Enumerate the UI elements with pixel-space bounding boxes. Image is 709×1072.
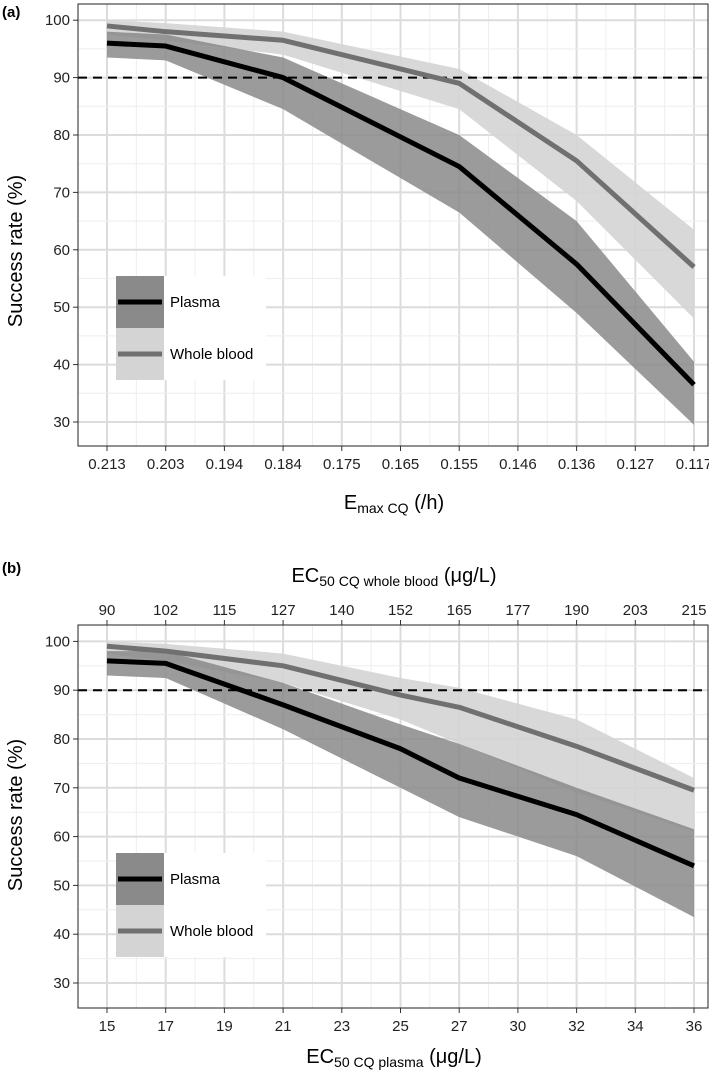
panel-a-y-axis-label: Success rate (%) [5,175,27,327]
top-tick-label: 90 [99,602,116,619]
legend-label: Whole blood [170,923,253,940]
top-tick-label: 215 [681,602,706,619]
x-tick-label: 34 [627,1018,644,1035]
panel-a-legend: Plasma Whole blood [116,276,266,380]
x-tick-label: 0.184 [264,456,302,473]
band-plasma [107,651,694,918]
y-tick-label: 80 [53,127,70,144]
legend-label: Whole blood [170,346,253,363]
top-tick-label: 165 [447,602,472,619]
x-tick-label: 0.117 [676,456,709,473]
panel-b-plot-border [77,624,709,1009]
panel-a-x-title-unit: (/h) [409,492,445,514]
panel-a-x-title-main: E [344,492,357,514]
x-tick-label: 15 [99,1018,116,1035]
panel-b-y-axis-title: Success rate (%) [5,739,27,891]
top-tick-label: 177 [505,602,530,619]
top-tick-label: 190 [564,602,589,619]
y-tick-label: 30 [53,414,70,431]
x-tick-label: 0.155 [440,456,478,473]
panel-a-x-title-sub: max CQ [357,500,408,516]
x-tick-label: 0.203 [147,456,185,473]
top-tick-label: 115 [212,602,236,619]
x-tick-label: 0.194 [206,456,244,473]
line-plasma [106,40,696,387]
y-tick-label: 70 [53,780,70,797]
band-plasma [107,31,694,425]
panel-a-y-ticks: 30 40 50 60 70 80 90 100 [45,12,78,431]
y-tick-label: 90 [53,682,70,699]
y-tick-label: 100 [45,12,70,29]
y-tick-label: 50 [53,877,70,894]
panel-b-x-axis-title: EC50 CQ plasma (μg/L) [306,1046,481,1070]
panel-b-legend: Plasma Whole blood [116,853,266,957]
x-tick-label: 27 [451,1018,468,1035]
panel-a-y-axis-title: Success rate (%) [5,175,27,327]
legend-label: Plasma [170,871,221,888]
panel-b-x-ticks: 15 17 19 21 23 25 27 30 32 34 36 [99,1008,703,1035]
top-tick-label: 140 [329,602,354,619]
x-tick-label: 19 [216,1018,233,1035]
y-tick-label: 40 [53,357,70,374]
top-tick-label: 127 [271,602,296,619]
panel-b-x-title-main: EC [306,1046,334,1068]
panel-a-bands [107,20,694,425]
line-plasma [106,658,696,869]
x-tick-label: 0.146 [499,456,537,473]
panel-b-label: (b) [2,560,21,577]
panel-b-top-axis-title: EC50 CQ whole blood (μg/L) [291,565,496,589]
line-whole-blood [106,23,696,269]
panel-a-label: (a) [2,4,20,21]
top-tick-label: 102 [153,602,178,619]
panel-b-bands [107,641,694,918]
panel-a-chart: (a) Success rate (%) 30 40 50 60 70 80 90 100 P… [2,3,709,516]
top-tick-label: 152 [388,602,413,619]
panel-b-y-axis-label: Success rate (%) [5,739,27,891]
top-tick-label: 203 [623,602,648,619]
legend-label: Plasma [170,294,221,311]
y-tick-label: 60 [53,242,70,259]
y-tick-label: 40 [53,926,70,943]
x-tick-label: 30 [510,1018,527,1035]
panel-b-lines [106,643,696,869]
y-tick-label: 60 [53,829,70,846]
y-tick-label: 90 [53,70,70,87]
x-tick-label: 32 [568,1018,585,1035]
panel-a-x-axis-title: Emax CQ (/h) [344,492,444,516]
y-tick-label: 70 [53,184,70,201]
panel-a-plot-border [77,3,709,447]
y-tick-label: 30 [53,975,70,992]
y-tick-label: 80 [53,731,70,748]
panel-a-x-ticks: 0.213 0.203 0.194 0.184 0.175 0.165 0.155 0.146… [88,446,709,473]
x-tick-label: 0.175 [323,456,361,473]
band-whole-blood [107,20,694,319]
panel-b-top-ticks: 90 102 115 127 140 152 165 177 190 203 215 [99,602,707,625]
x-tick-label: 17 [157,1018,174,1035]
y-tick-label: 100 [45,633,70,650]
panel-b-chart: (b) EC50 CQ whole blood (μg/L) 90 102 115 1… [2,560,709,1070]
panel-b-top-title-main: EC [291,565,319,587]
x-tick-label: 21 [275,1018,292,1035]
x-tick-label: 25 [392,1018,409,1035]
x-tick-label: 0.213 [88,456,126,473]
panel-b-top-title-unit: (μg/L) [438,565,496,587]
panel-b-x-title-sub: 50 CQ plasma [334,1054,424,1070]
y-tick-label: 50 [53,299,70,316]
line-whole-blood [106,643,695,793]
panel-b-x-title-unit: (μg/L) [424,1046,482,1068]
x-tick-label: 23 [333,1018,350,1035]
x-tick-label: 0.136 [558,456,596,473]
x-tick-label: 0.127 [617,456,655,473]
x-tick-label: 36 [686,1018,703,1035]
x-tick-label: 0.165 [382,456,420,473]
panel-a-lines [106,23,696,387]
panel-b-top-title-sub: 50 CQ whole blood [319,573,438,589]
panel-b-y-ticks: 30 40 50 60 70 80 90 100 [45,633,78,992]
